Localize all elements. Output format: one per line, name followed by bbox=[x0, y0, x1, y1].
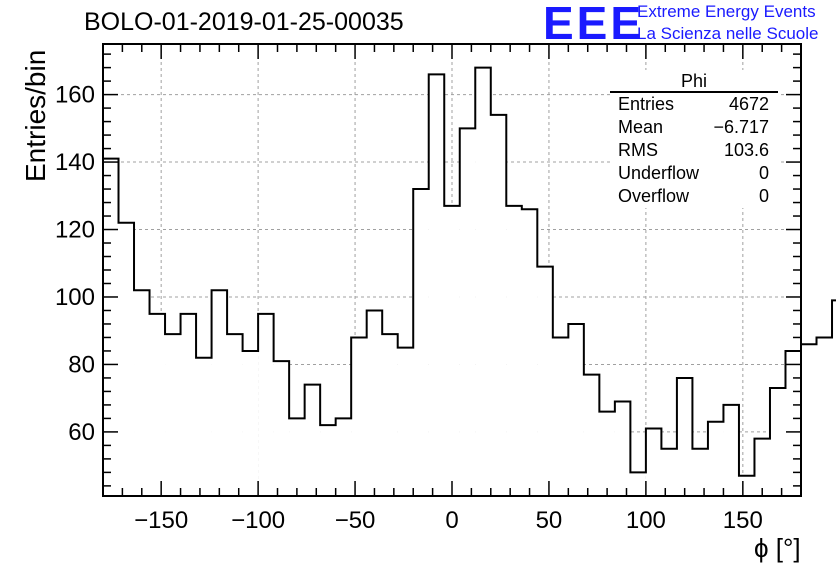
histogram-bar bbox=[444, 205, 460, 496]
y-tick-label: 160 bbox=[55, 82, 95, 109]
histogram-bar bbox=[351, 337, 367, 496]
histogram-bar bbox=[801, 344, 817, 496]
histogram-bar bbox=[335, 418, 352, 496]
histogram-bar bbox=[692, 448, 708, 496]
histogram-bar bbox=[397, 347, 414, 496]
x-tick-label: −150 bbox=[134, 507, 188, 534]
y-tick-label: 140 bbox=[55, 149, 95, 176]
histogram-bar bbox=[428, 74, 445, 496]
histogram-bar bbox=[723, 404, 739, 496]
histogram-bar bbox=[630, 472, 646, 496]
histogram-bar bbox=[242, 350, 259, 496]
eee-logo: EEE bbox=[543, 0, 645, 49]
stats-row-value: 4672 bbox=[729, 94, 769, 114]
histogram-bar bbox=[320, 425, 336, 496]
histogram-bar bbox=[490, 114, 507, 497]
histogram-bar bbox=[552, 337, 569, 496]
histogram-bar bbox=[149, 313, 166, 496]
histogram-bar bbox=[599, 411, 615, 496]
histogram-bar bbox=[506, 205, 522, 496]
histogram-bar bbox=[118, 222, 135, 496]
y-tick-label: 100 bbox=[55, 284, 95, 311]
logo-subtitle-line1: Extreme Energy Events bbox=[637, 2, 816, 21]
stats-row-value: −6.717 bbox=[713, 117, 769, 137]
stats-row-label: Overflow bbox=[618, 186, 690, 206]
x-tick-label: 100 bbox=[626, 507, 666, 534]
x-tick-label: −100 bbox=[231, 507, 285, 534]
stats-row-value: 103.6 bbox=[724, 140, 769, 160]
histogram-bar bbox=[521, 209, 538, 497]
histogram-bar bbox=[583, 374, 600, 496]
histogram-bar bbox=[537, 266, 553, 496]
histogram-bar bbox=[769, 388, 786, 496]
y-tick-label: 60 bbox=[68, 419, 95, 446]
x-tick-label: 150 bbox=[723, 507, 763, 534]
histogram-bar bbox=[413, 189, 429, 496]
histogram-bar bbox=[785, 350, 801, 496]
histogram-bar bbox=[165, 334, 181, 496]
y-tick-label: 120 bbox=[55, 217, 95, 244]
histogram-bar bbox=[459, 128, 476, 496]
histogram-bar bbox=[289, 418, 305, 496]
histogram-bar bbox=[258, 313, 274, 496]
histogram-bar bbox=[475, 67, 491, 496]
chart-title: BOLO-01-2019-01-25-00035 bbox=[84, 8, 404, 36]
histogram-bar bbox=[816, 337, 833, 496]
histogram-bar bbox=[661, 448, 677, 496]
histogram-bar bbox=[304, 384, 321, 496]
x-tick-label: 50 bbox=[536, 507, 563, 534]
histogram-bar bbox=[382, 334, 398, 496]
histogram-bar bbox=[707, 421, 724, 496]
stats-row-label: RMS bbox=[618, 140, 658, 160]
logo-subtitle-line2: La Scienza nelle Scuole bbox=[637, 24, 819, 43]
histogram-bar bbox=[738, 475, 755, 496]
histogram-bar bbox=[568, 323, 584, 496]
stats-row-label: Entries bbox=[618, 94, 674, 114]
histogram-bar bbox=[273, 361, 290, 496]
histogram-bar bbox=[134, 290, 150, 496]
histogram-bar bbox=[676, 377, 693, 496]
histogram-bar bbox=[645, 428, 662, 496]
stats-row-value: 0 bbox=[759, 186, 769, 206]
histogram-bar bbox=[196, 357, 212, 496]
histogram-bar bbox=[366, 310, 383, 496]
histogram-bar bbox=[227, 334, 243, 496]
y-tick-label: 80 bbox=[68, 351, 95, 378]
stats-row-label: Underflow bbox=[618, 163, 700, 183]
x-tick-label: −50 bbox=[335, 507, 376, 534]
histogram-bar bbox=[832, 300, 836, 496]
histogram-bar bbox=[754, 438, 770, 496]
stats-box-name: Phi bbox=[681, 71, 707, 91]
histogram-bar bbox=[614, 401, 631, 496]
histogram-outline bbox=[103, 66, 836, 477]
stats-row-label: Mean bbox=[618, 117, 663, 137]
histogram-bar bbox=[180, 313, 197, 496]
histogram-bar bbox=[211, 290, 228, 496]
x-tick-label: 0 bbox=[445, 507, 458, 534]
stats-row-value: 0 bbox=[759, 163, 769, 183]
x-axis-label: ϕ [°] bbox=[754, 533, 801, 563]
